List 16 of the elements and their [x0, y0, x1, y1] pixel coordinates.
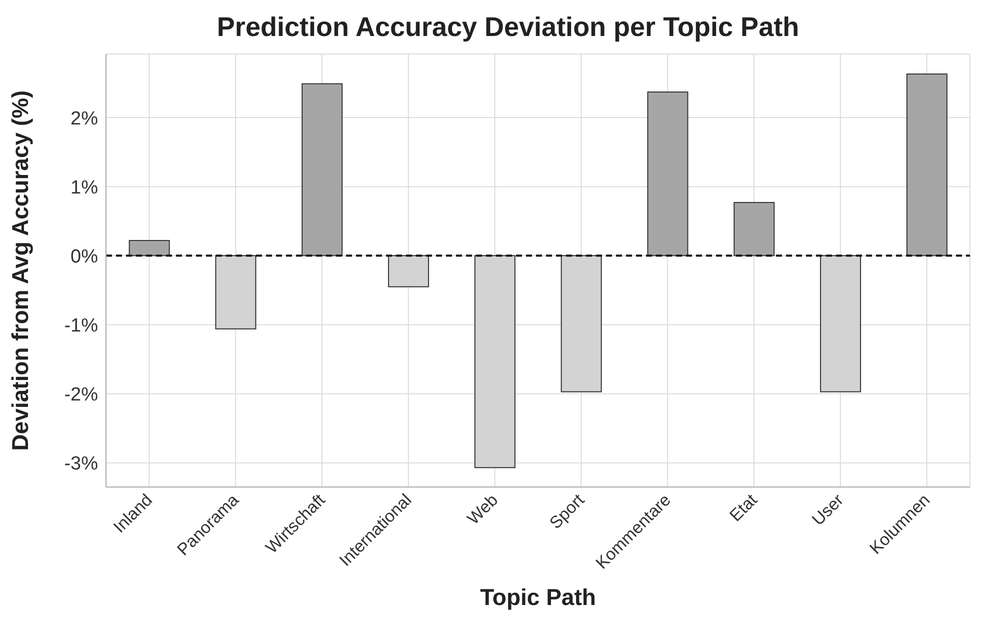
- chart-title: Prediction Accuracy Deviation per Topic Path: [216, 12, 800, 43]
- bar: [302, 83, 343, 256]
- bar: [734, 202, 775, 256]
- x-tick-label: Etat: [726, 490, 762, 526]
- y-tick-label: 2%: [70, 108, 98, 130]
- y-axis-title: Deviation from Avg Accuracy (%): [7, 90, 34, 451]
- y-tick-label: -2%: [64, 384, 98, 406]
- x-tick-label: Web: [464, 490, 502, 528]
- bar: [906, 74, 948, 256]
- y-tick-label: -3%: [64, 454, 98, 475]
- bar: [647, 91, 688, 256]
- x-axis-title: Topic Path: [480, 584, 596, 610]
- bar: [128, 240, 170, 256]
- y-tick-label: 0%: [70, 246, 98, 268]
- y-tick-label: -1%: [64, 315, 98, 336]
- y-tick-label: 1%: [70, 177, 98, 198]
